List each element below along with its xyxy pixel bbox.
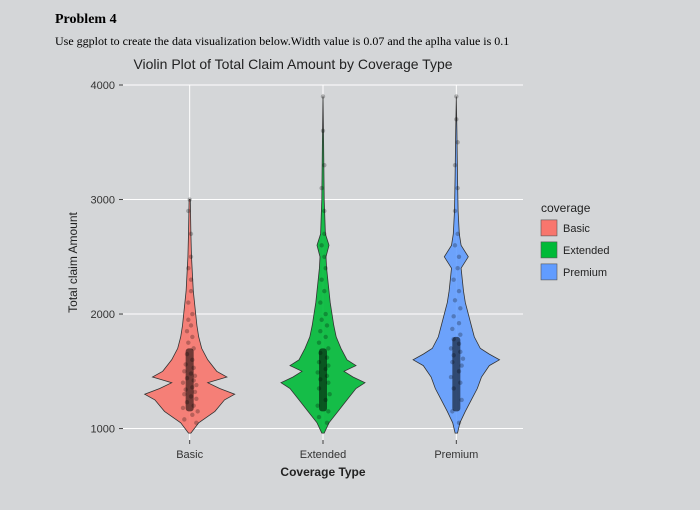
svg-text:2000: 2000 [91, 309, 115, 321]
svg-text:Basic: Basic [176, 449, 203, 461]
legend-label-extended: Extended [563, 245, 609, 257]
legend-label-basic: Basic [563, 223, 590, 235]
svg-text:Extended: Extended [300, 449, 346, 461]
problem-description: Use ggplot to create the data visualizat… [55, 34, 660, 49]
violin-chart: Violin Plot of Total Claim Amount by Cov… [55, 53, 660, 483]
svg-text:Violin Plot of Total Claim Amo: Violin Plot of Total Claim Amount by Cov… [133, 56, 452, 72]
legend-swatch-premium [541, 264, 557, 280]
svg-text:1000: 1000 [91, 424, 115, 436]
svg-text:4000: 4000 [91, 80, 115, 92]
problem-title: Problem 4 [55, 12, 660, 28]
svg-text:Coverage Type: Coverage Type [280, 465, 365, 479]
svg-text:3000: 3000 [91, 195, 115, 207]
legend-swatch-basic [541, 220, 557, 236]
legend-swatch-extended [541, 242, 557, 258]
svg-text:Total claim Amount: Total claim Amount [66, 211, 80, 312]
svg-text:Premium: Premium [434, 449, 478, 461]
legend-label-premium: Premium [563, 267, 607, 279]
legend-title: coverage [541, 201, 591, 215]
